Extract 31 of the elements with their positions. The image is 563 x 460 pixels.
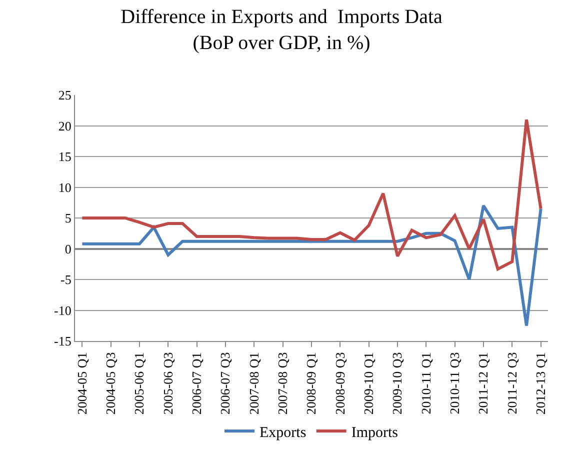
y-tick-label: 5 <box>64 210 72 226</box>
x-tick-label: 2011-12 Q3 <box>504 352 520 414</box>
y-tick-label: -10 <box>54 302 72 318</box>
line-series <box>80 204 542 328</box>
x-tick-label: 2008-09 Q3 <box>332 352 348 415</box>
x-tick-label: 2008-09 Q1 <box>304 352 319 415</box>
y-tick-label: 10 <box>58 180 72 195</box>
line-series <box>80 118 542 271</box>
x-tick-label: 2007-08 Q3 <box>275 352 290 415</box>
y-tick-label: 20 <box>58 118 72 134</box>
y-tick-label: 25 <box>58 88 72 103</box>
y-tick-label: 15 <box>58 149 72 164</box>
x-tick-label: 2011-12 Q1 <box>476 352 491 414</box>
y-tick-label: -5 <box>60 272 72 288</box>
x-tick-label: 2005-06 Q1 <box>132 352 147 415</box>
y-tick-label: 0 <box>64 241 72 256</box>
legend-label: Imports <box>351 424 398 441</box>
x-tick-label: 2005-06 Q3 <box>160 352 176 415</box>
x-tick-label: 2010-11 Q3 <box>447 352 462 414</box>
legend-label: Exports <box>260 424 306 441</box>
x-tick-label: 2012-13 Q1 <box>533 352 548 415</box>
chart-title: Difference in Exports and Imports Data (BoP over GDP, in %) <box>120 6 442 54</box>
x-tick-label: 2004-05 Q1 <box>74 352 90 415</box>
x-tick-label: 2010-11 Q1 <box>418 352 434 414</box>
x-tick-label: 2009-10 Q1 <box>361 352 376 415</box>
y-tick-label: -15 <box>54 334 72 349</box>
x-tick-label: 2007-08 Q1 <box>246 352 262 415</box>
x-tick-label: 2006-07 Q3 <box>218 352 233 415</box>
x-tick-label: 2009-10 Q3 <box>390 352 405 415</box>
x-tick-label: 2004-05 Q3 <box>103 352 118 415</box>
x-tick-label: 2006-07 Q1 <box>189 352 204 415</box>
